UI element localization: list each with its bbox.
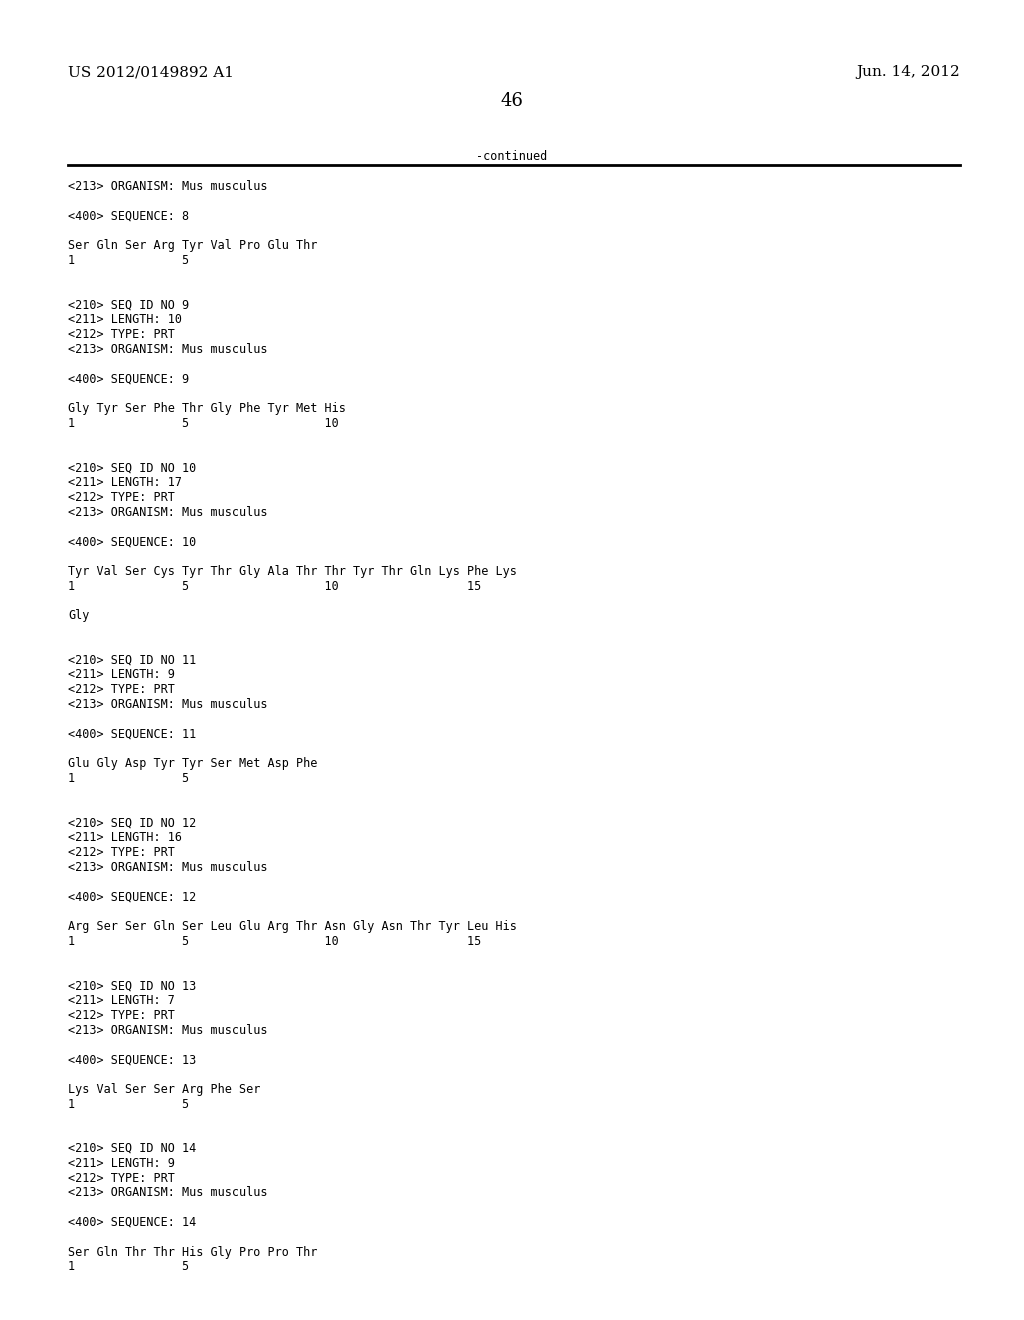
Text: <213> ORGANISM: Mus musculus: <213> ORGANISM: Mus musculus: [68, 343, 267, 356]
Text: <212> TYPE: PRT: <212> TYPE: PRT: [68, 846, 175, 859]
Text: <211> LENGTH: 17: <211> LENGTH: 17: [68, 477, 182, 488]
Text: <210> SEQ ID NO 11: <210> SEQ ID NO 11: [68, 653, 197, 667]
Text: Ser Gln Thr Thr His Gly Pro Pro Thr: Ser Gln Thr Thr His Gly Pro Pro Thr: [68, 1246, 317, 1258]
Text: <213> ORGANISM: Mus musculus: <213> ORGANISM: Mus musculus: [68, 698, 267, 711]
Text: <210> SEQ ID NO 10: <210> SEQ ID NO 10: [68, 461, 197, 474]
Text: 1               5                   10: 1 5 10: [68, 417, 339, 430]
Text: <212> TYPE: PRT: <212> TYPE: PRT: [68, 684, 175, 696]
Text: <211> LENGTH: 16: <211> LENGTH: 16: [68, 832, 182, 845]
Text: <212> TYPE: PRT: <212> TYPE: PRT: [68, 1008, 175, 1022]
Text: Arg Ser Ser Gln Ser Leu Glu Arg Thr Asn Gly Asn Thr Tyr Leu His: Arg Ser Ser Gln Ser Leu Glu Arg Thr Asn …: [68, 920, 517, 933]
Text: US 2012/0149892 A1: US 2012/0149892 A1: [68, 65, 234, 79]
Text: <400> SEQUENCE: 12: <400> SEQUENCE: 12: [68, 891, 197, 903]
Text: <213> ORGANISM: Mus musculus: <213> ORGANISM: Mus musculus: [68, 180, 267, 193]
Text: <400> SEQUENCE: 11: <400> SEQUENCE: 11: [68, 727, 197, 741]
Text: Gly: Gly: [68, 610, 89, 622]
Text: Lys Val Ser Ser Arg Phe Ser: Lys Val Ser Ser Arg Phe Ser: [68, 1082, 260, 1096]
Text: <213> ORGANISM: Mus musculus: <213> ORGANISM: Mus musculus: [68, 1187, 267, 1200]
Text: <210> SEQ ID NO 14: <210> SEQ ID NO 14: [68, 1142, 197, 1155]
Text: 1               5: 1 5: [68, 1261, 189, 1274]
Text: <210> SEQ ID NO 12: <210> SEQ ID NO 12: [68, 816, 197, 829]
Text: 1               5: 1 5: [68, 772, 189, 785]
Text: -continued: -continued: [476, 150, 548, 162]
Text: <400> SEQUENCE: 9: <400> SEQUENCE: 9: [68, 372, 189, 385]
Text: Gly Tyr Ser Phe Thr Gly Phe Tyr Met His: Gly Tyr Ser Phe Thr Gly Phe Tyr Met His: [68, 403, 346, 414]
Text: <211> LENGTH: 9: <211> LENGTH: 9: [68, 1156, 175, 1170]
Text: Ser Gln Ser Arg Tyr Val Pro Glu Thr: Ser Gln Ser Arg Tyr Val Pro Glu Thr: [68, 239, 317, 252]
Text: <213> ORGANISM: Mus musculus: <213> ORGANISM: Mus musculus: [68, 861, 267, 874]
Text: <212> TYPE: PRT: <212> TYPE: PRT: [68, 491, 175, 504]
Text: <213> ORGANISM: Mus musculus: <213> ORGANISM: Mus musculus: [68, 1023, 267, 1036]
Text: 1               5                   10                  15: 1 5 10 15: [68, 579, 481, 593]
Text: 1               5: 1 5: [68, 253, 189, 267]
Text: <400> SEQUENCE: 14: <400> SEQUENCE: 14: [68, 1216, 197, 1229]
Text: Glu Gly Asp Tyr Tyr Ser Met Asp Phe: Glu Gly Asp Tyr Tyr Ser Met Asp Phe: [68, 758, 317, 770]
Text: Jun. 14, 2012: Jun. 14, 2012: [856, 65, 961, 79]
Text: <400> SEQUENCE: 13: <400> SEQUENCE: 13: [68, 1053, 197, 1067]
Text: <211> LENGTH: 10: <211> LENGTH: 10: [68, 313, 182, 326]
Text: 1               5: 1 5: [68, 1098, 189, 1110]
Text: <210> SEQ ID NO 9: <210> SEQ ID NO 9: [68, 298, 189, 312]
Text: <400> SEQUENCE: 10: <400> SEQUENCE: 10: [68, 535, 197, 548]
Text: <213> ORGANISM: Mus musculus: <213> ORGANISM: Mus musculus: [68, 506, 267, 519]
Text: <400> SEQUENCE: 8: <400> SEQUENCE: 8: [68, 210, 189, 223]
Text: <211> LENGTH: 9: <211> LENGTH: 9: [68, 668, 175, 681]
Text: <210> SEQ ID NO 13: <210> SEQ ID NO 13: [68, 979, 197, 993]
Text: 1               5                   10                  15: 1 5 10 15: [68, 935, 481, 948]
Text: <212> TYPE: PRT: <212> TYPE: PRT: [68, 327, 175, 341]
Text: 46: 46: [501, 92, 523, 110]
Text: Tyr Val Ser Cys Tyr Thr Gly Ala Thr Thr Tyr Thr Gln Lys Phe Lys: Tyr Val Ser Cys Tyr Thr Gly Ala Thr Thr …: [68, 565, 517, 578]
Text: <212> TYPE: PRT: <212> TYPE: PRT: [68, 1172, 175, 1184]
Text: <211> LENGTH: 7: <211> LENGTH: 7: [68, 994, 175, 1007]
